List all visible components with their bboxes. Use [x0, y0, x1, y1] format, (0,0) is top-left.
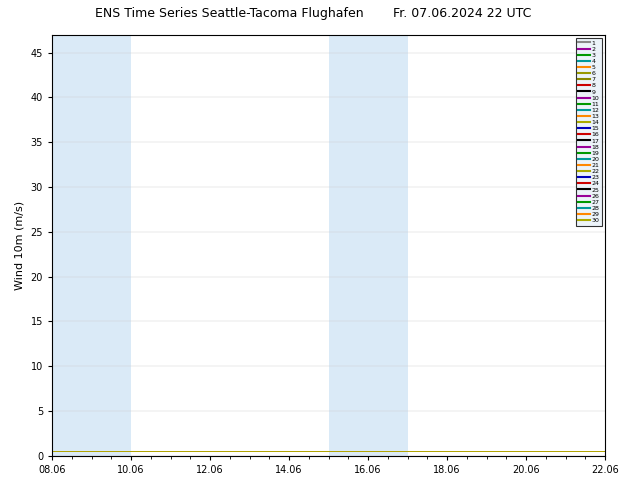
Text: ENS Time Series Seattle-Tacoma Flughafen: ENS Time Series Seattle-Tacoma Flughafen — [95, 7, 364, 21]
Legend: 1, 2, 3, 4, 5, 6, 7, 8, 9, 10, 11, 12, 13, 14, 15, 16, 17, 18, 19, 20, 21, 22, 2: 1, 2, 3, 4, 5, 6, 7, 8, 9, 10, 11, 12, 1… — [576, 38, 602, 226]
Text: Fr. 07.06.2024 22 UTC: Fr. 07.06.2024 22 UTC — [393, 7, 531, 21]
Bar — [605, 35, 625, 456]
Bar — [328, 35, 408, 456]
Bar — [52, 35, 131, 456]
Y-axis label: Wind 10m (m/s): Wind 10m (m/s) — [15, 201, 25, 290]
